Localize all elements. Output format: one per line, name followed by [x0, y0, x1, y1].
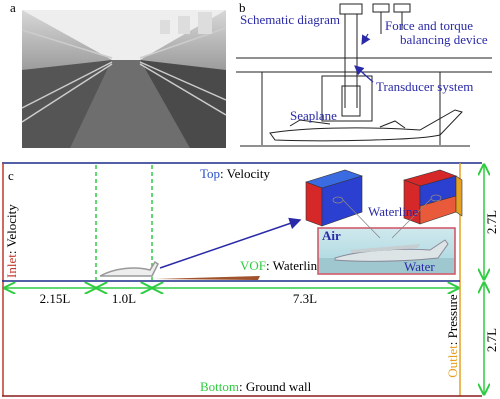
panel-label: b [239, 0, 246, 15]
dimension-label: 2.15L [40, 291, 71, 306]
air-label: Air [322, 228, 341, 243]
outlet-boundary: Outlet: Pressure [445, 294, 460, 378]
vof-label: VOF: Waterline [240, 258, 323, 273]
transducer-label: Transducer system [376, 79, 473, 94]
dimension-label: 7.3L [293, 291, 317, 306]
panel-label: c [8, 168, 14, 183]
height-label: 2.7L [484, 210, 499, 234]
water-label: Water [404, 259, 435, 274]
tunnel-photo [21, 10, 227, 148]
schematic [236, 3, 492, 147]
top-boundary: Top: Velocity [200, 166, 270, 181]
bottom-boundary: Bottom: Ground wall [200, 379, 312, 394]
panel-label: a [10, 0, 16, 15]
boundary-boxes [305, 169, 463, 227]
balance-label: Force and torque balancing device [385, 18, 488, 47]
inlet-boundary: Inlet: Velocity [4, 204, 19, 278]
inset-photo [317, 227, 456, 275]
height-label: 2.7L [484, 328, 499, 352]
domain [2, 162, 484, 397]
dimension-label: 1.0L [112, 291, 136, 306]
seaplane-label: Seaplane [290, 108, 337, 123]
schematic-title: Schematic diagram [240, 12, 340, 27]
waterline-label: Waterline [368, 204, 418, 219]
